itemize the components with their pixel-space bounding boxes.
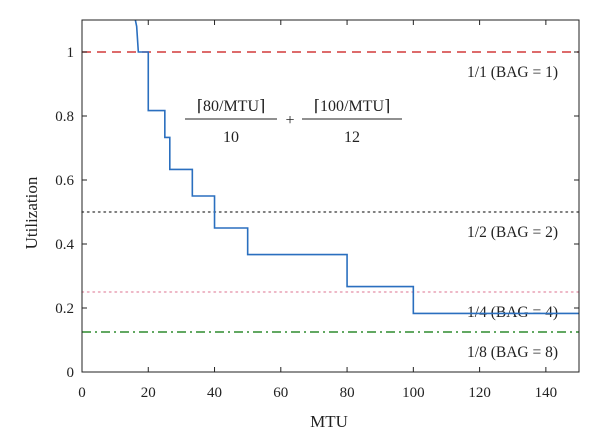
y-tick-label: 0.2 [55,301,74,317]
formula-annotation: ⌈80/MTU⌉ 10 + ⌈100/MTU⌉ 12 [185,98,402,146]
formula-term2-numerator: ⌈100/MTU⌉ [314,98,390,115]
reference-line-label-2: 1/2 (BAG = 2) [467,224,558,241]
x-tick-label: 20 [141,385,156,401]
x-tick-label: 140 [535,385,558,401]
series-line-1 [134,20,579,315]
formula-term1-denominator: 10 [223,129,239,146]
x-tick-label: 100 [402,385,425,401]
plot-frame [81,19,580,373]
y-axis-label: Utilization [22,176,41,249]
reference-line-label-1: 1/1 (BAG = 1) [467,64,558,81]
x-tick-label: 80 [340,385,355,401]
x-tick-label: 40 [207,385,222,401]
y-tick-label: 0 [67,365,75,381]
formula-term2-denominator: 12 [344,129,360,146]
y-tick-label: 0.4 [55,237,74,253]
y-tick-label: 0.6 [55,173,74,189]
y-tick-label: 1 [67,45,75,61]
reference-line-label-4: 1/8 (BAG = 8) [467,344,558,361]
x-axis-label: MTU [310,412,348,431]
reference-line-label-3: 1/4 (BAG = 4) [467,304,558,321]
x-tick-label: 0 [78,385,86,401]
formula-operator: + [285,112,294,129]
x-tick-label: 60 [273,385,288,401]
x-tick-label: 120 [468,385,491,401]
formula-term1-numerator: ⌈80/MTU⌉ [197,98,265,115]
y-tick-label: 0.8 [55,109,74,125]
